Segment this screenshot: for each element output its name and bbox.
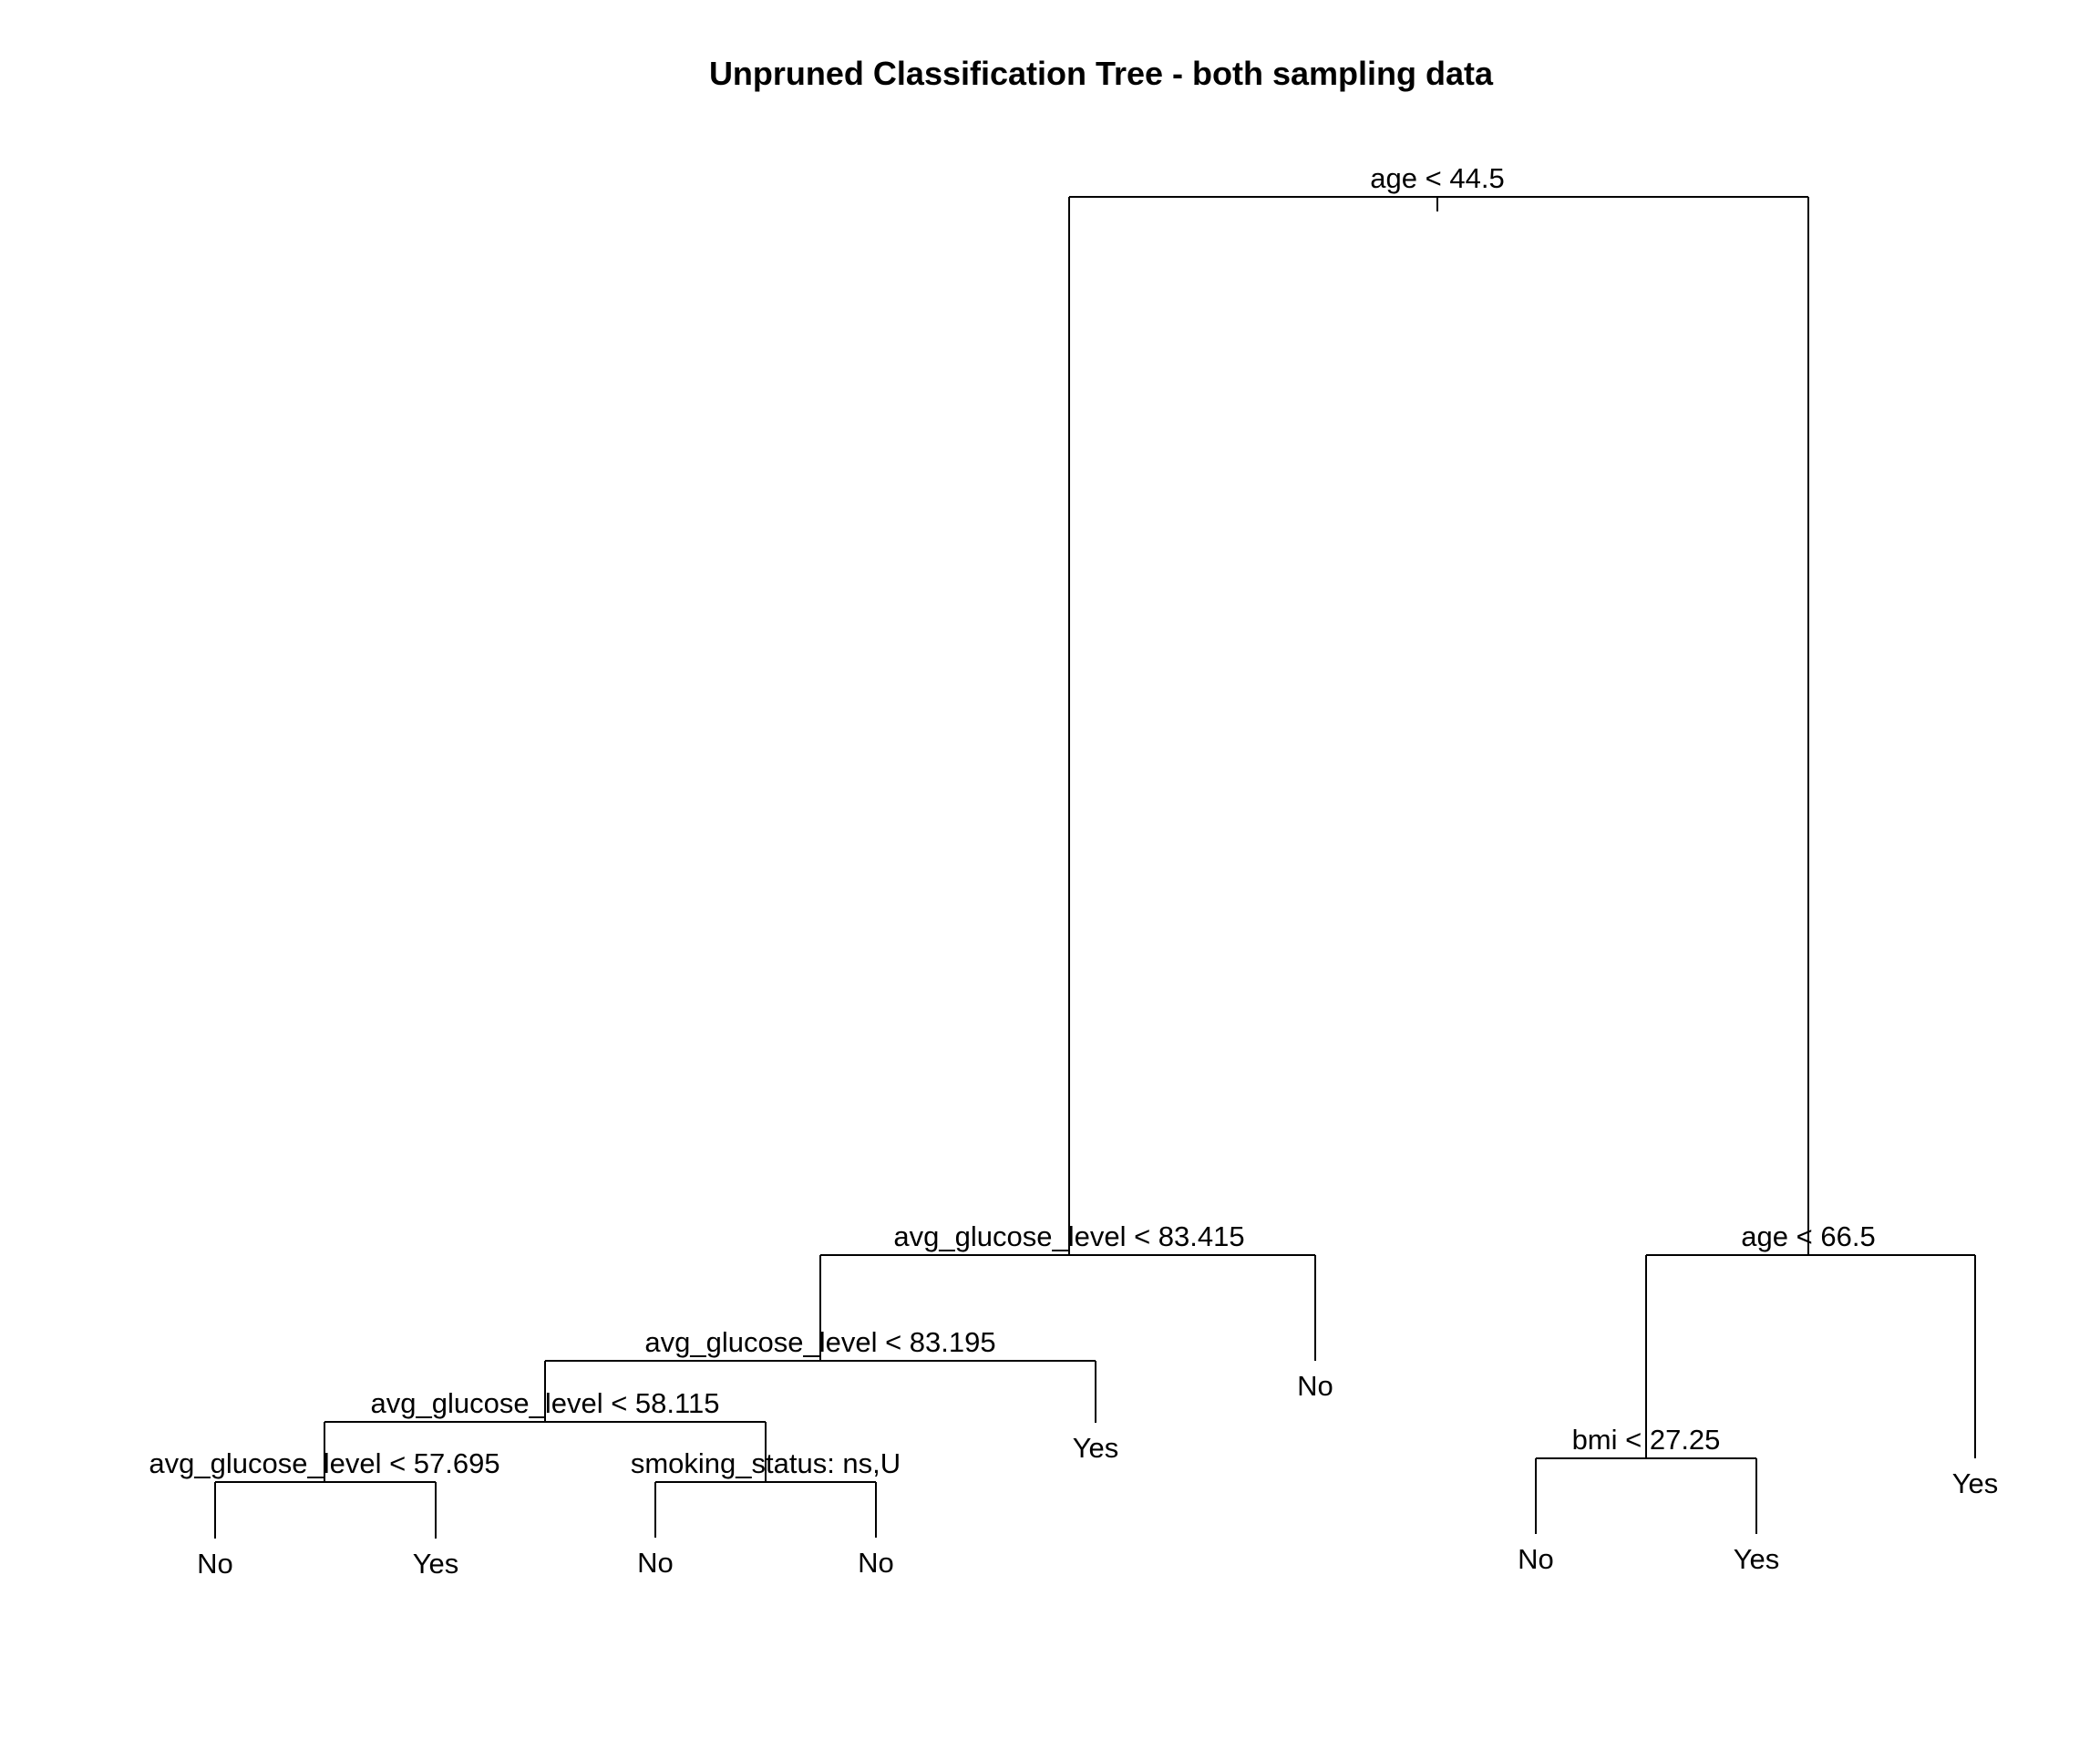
split-label: smoking_status: ns,U (631, 1447, 901, 1479)
split-label: avg_glucose_level < 83.415 (893, 1220, 1244, 1252)
leaf-label: Yes (1073, 1432, 1119, 1464)
leaf-label: No (1518, 1543, 1554, 1575)
leaf-label: Yes (1734, 1543, 1780, 1575)
tree-edges (214, 196, 1976, 1539)
tree-labels: age < 44.5 avg_glucose_level < 83.415 avg_… (149, 162, 1998, 1580)
split-label: age < 66.5 (1741, 1220, 1875, 1252)
leaf-label: No (858, 1547, 894, 1579)
split-label: bmi < 27.25 (1572, 1424, 1721, 1456)
split-label: avg_glucose_level < 57.695 (149, 1447, 499, 1479)
leaf-label: No (197, 1548, 233, 1580)
leaf-label: Yes (1952, 1467, 1999, 1499)
leaf-label: No (637, 1547, 674, 1579)
split-label: age < 44.5 (1370, 162, 1504, 194)
leaf-label: Yes (413, 1548, 459, 1580)
chart-title: Unpruned Classification Tree - both samp… (709, 55, 1494, 92)
split-label: avg_glucose_level < 58.115 (371, 1387, 720, 1419)
leaf-label: No (1297, 1370, 1333, 1402)
split-label: avg_glucose_level < 83.195 (644, 1326, 995, 1358)
